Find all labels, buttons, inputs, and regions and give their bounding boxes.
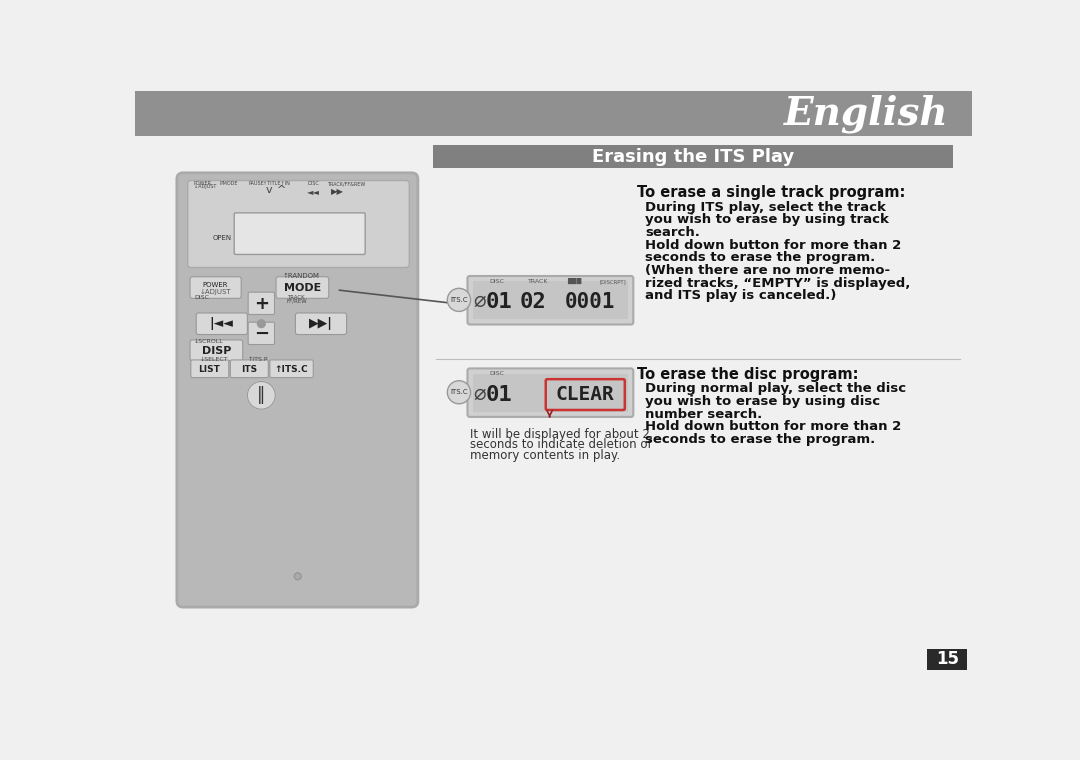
Text: ∅: ∅ bbox=[473, 385, 486, 404]
Text: To erase a single track program:: To erase a single track program: bbox=[637, 185, 905, 200]
Text: −: − bbox=[254, 325, 269, 343]
Text: ▶▶: ▶▶ bbox=[332, 188, 345, 196]
Text: ∅: ∅ bbox=[473, 292, 486, 312]
Text: PAUSE: PAUSE bbox=[248, 181, 265, 186]
Text: ‖: ‖ bbox=[257, 386, 266, 404]
Text: ITS: ITS bbox=[241, 365, 257, 374]
Text: 02: 02 bbox=[519, 292, 546, 312]
FancyBboxPatch shape bbox=[468, 369, 633, 417]
Text: During normal play, select the disc: During normal play, select the disc bbox=[645, 382, 906, 395]
Text: and ITS play is canceled.): and ITS play is canceled.) bbox=[645, 290, 836, 302]
Text: ↑ITS.C: ↑ITS.C bbox=[274, 365, 309, 374]
Text: Erasing the ITS Play: Erasing the ITS Play bbox=[592, 147, 794, 166]
Text: search.: search. bbox=[645, 226, 700, 239]
Bar bbox=[473, 281, 627, 319]
Circle shape bbox=[294, 573, 301, 580]
Circle shape bbox=[447, 381, 471, 404]
Text: rized tracks, “EMPTY” is displayed,: rized tracks, “EMPTY” is displayed, bbox=[645, 277, 910, 290]
FancyBboxPatch shape bbox=[188, 181, 409, 268]
Text: ↑TITLE↑IN: ↑TITLE↑IN bbox=[262, 181, 289, 186]
FancyBboxPatch shape bbox=[191, 360, 229, 378]
Text: ↓ADJUST: ↓ADJUST bbox=[194, 184, 216, 189]
FancyBboxPatch shape bbox=[276, 277, 328, 299]
FancyBboxPatch shape bbox=[248, 292, 274, 315]
Text: Hold down button for more than 2: Hold down button for more than 2 bbox=[645, 239, 901, 252]
Text: 01: 01 bbox=[486, 385, 513, 404]
FancyBboxPatch shape bbox=[545, 379, 625, 410]
FancyBboxPatch shape bbox=[248, 322, 274, 344]
Bar bbox=[135, 91, 972, 136]
Text: During ITS play, select the track: During ITS play, select the track bbox=[645, 201, 886, 214]
Text: To erase the disc program:: To erase the disc program: bbox=[637, 367, 859, 382]
Circle shape bbox=[447, 288, 471, 312]
Text: 01: 01 bbox=[486, 292, 513, 312]
FancyBboxPatch shape bbox=[296, 313, 347, 334]
Text: v: v bbox=[266, 185, 272, 195]
Text: It will be displayed for about 2: It will be displayed for about 2 bbox=[470, 428, 650, 441]
Text: number search.: number search. bbox=[645, 407, 762, 421]
Text: POWER: POWER bbox=[203, 282, 228, 288]
FancyBboxPatch shape bbox=[234, 213, 365, 255]
Text: ▶▶|: ▶▶| bbox=[309, 317, 333, 331]
Text: seconds to erase the program.: seconds to erase the program. bbox=[645, 252, 875, 264]
Text: ◄◄: ◄◄ bbox=[307, 188, 320, 196]
Text: ↓SCROLL: ↓SCROLL bbox=[194, 339, 224, 344]
Circle shape bbox=[247, 382, 275, 409]
FancyBboxPatch shape bbox=[270, 360, 313, 378]
Text: DISC: DISC bbox=[307, 181, 319, 186]
Text: TRACK: TRACK bbox=[287, 295, 305, 300]
Text: ITS.C: ITS.C bbox=[450, 389, 468, 395]
Text: 15: 15 bbox=[935, 651, 959, 669]
Text: you wish to erase by using track: you wish to erase by using track bbox=[645, 214, 889, 226]
Text: P.MODE: P.MODE bbox=[219, 181, 238, 186]
Text: DISC: DISC bbox=[489, 372, 504, 376]
Text: MODE: MODE bbox=[284, 283, 321, 293]
FancyBboxPatch shape bbox=[468, 276, 633, 325]
FancyBboxPatch shape bbox=[190, 340, 243, 361]
Text: memory contents in play.: memory contents in play. bbox=[470, 449, 620, 462]
Text: TRACK: TRACK bbox=[528, 279, 549, 284]
Bar bbox=[927, 649, 968, 670]
Text: 0001: 0001 bbox=[565, 292, 616, 312]
Text: OPEN: OPEN bbox=[213, 235, 231, 241]
Bar bbox=[473, 374, 627, 411]
Circle shape bbox=[257, 320, 266, 328]
Text: +: + bbox=[254, 295, 269, 312]
Text: ███: ███ bbox=[567, 278, 581, 284]
Text: LIST: LIST bbox=[199, 365, 220, 374]
Text: DISP: DISP bbox=[202, 346, 231, 356]
Text: FF/REW: FF/REW bbox=[287, 299, 308, 304]
Text: ITS.C: ITS.C bbox=[450, 297, 468, 303]
Text: seconds to erase the program.: seconds to erase the program. bbox=[645, 433, 875, 446]
Text: CLEAR: CLEAR bbox=[556, 385, 615, 404]
Text: DISC: DISC bbox=[194, 295, 208, 300]
FancyBboxPatch shape bbox=[190, 277, 241, 299]
Text: Hold down button for more than 2: Hold down button for more than 2 bbox=[645, 420, 901, 433]
Text: English: English bbox=[784, 94, 948, 133]
Text: ↑RANDOM: ↑RANDOM bbox=[282, 274, 320, 280]
Text: ↑ITS.P: ↑ITS.P bbox=[247, 357, 268, 363]
FancyBboxPatch shape bbox=[177, 173, 418, 607]
Text: you wish to erase by using disc: you wish to erase by using disc bbox=[645, 395, 880, 408]
Text: [DISCRPT]: [DISCRPT] bbox=[599, 279, 626, 284]
Text: TRACK/FF&REW: TRACK/FF&REW bbox=[327, 181, 365, 186]
Text: (When there are no more memo-: (When there are no more memo- bbox=[645, 264, 890, 277]
FancyBboxPatch shape bbox=[230, 360, 268, 378]
Text: ↓ADJUST: ↓ADJUST bbox=[200, 289, 231, 295]
Text: DISC: DISC bbox=[489, 279, 504, 284]
FancyBboxPatch shape bbox=[197, 313, 247, 334]
Text: ↓SELECT: ↓SELECT bbox=[200, 357, 228, 363]
Text: ^: ^ bbox=[276, 185, 286, 195]
Text: POWER: POWER bbox=[194, 181, 212, 186]
Text: |◄◄: |◄◄ bbox=[210, 317, 233, 331]
Text: seconds to indicate deletion of: seconds to indicate deletion of bbox=[470, 439, 651, 451]
Bar bbox=[433, 145, 953, 168]
